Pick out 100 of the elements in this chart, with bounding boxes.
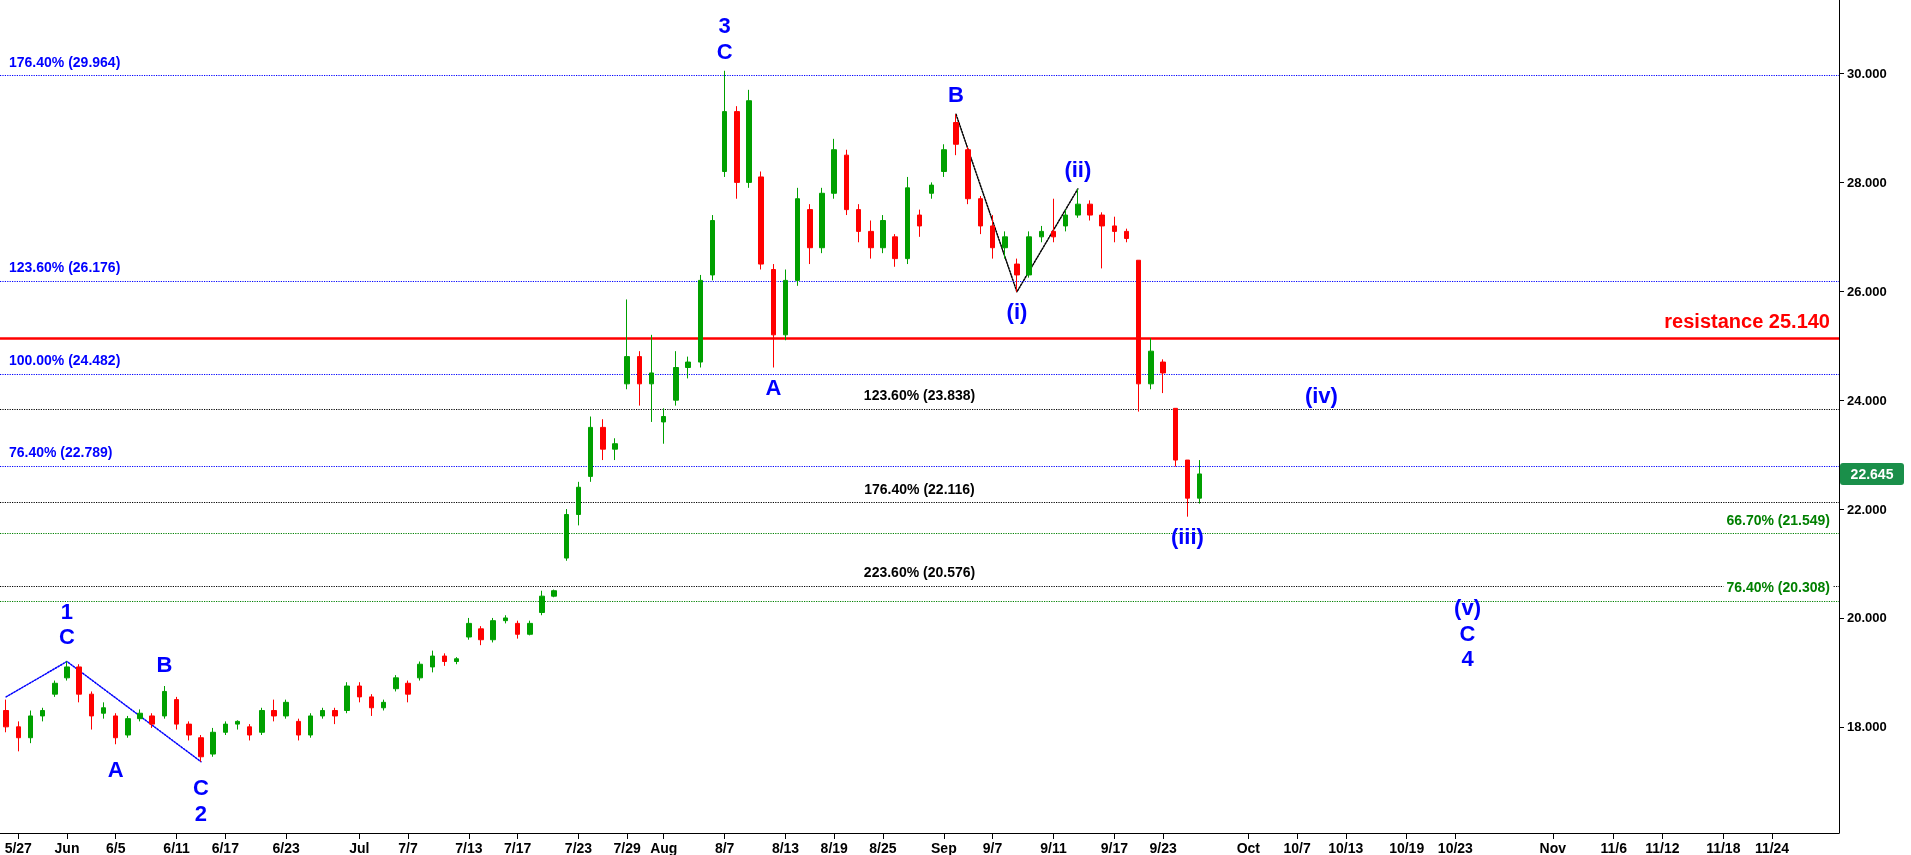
candlestick: [149, 712, 155, 729]
x-tick-label: 10/7: [1283, 840, 1311, 855]
candlestick: [235, 719, 240, 731]
candlestick: [113, 712, 118, 745]
candlestick: [1075, 188, 1081, 219]
candlestick: [430, 650, 435, 673]
x-tick-label: 9/23: [1149, 840, 1177, 855]
candlestick: [600, 418, 606, 461]
x-tick-label: 7/29: [613, 840, 642, 855]
candlestick: [880, 214, 886, 254]
candlestick: [1002, 230, 1008, 260]
candlestick: [417, 661, 423, 682]
candlestick: [612, 437, 618, 461]
candlestick: [40, 707, 45, 722]
annotation: (v): [1454, 594, 1481, 620]
candlestick: [490, 617, 496, 643]
annotation: 1: [60, 599, 74, 624]
x-tick-label: 11/12: [1645, 840, 1680, 855]
candlestick: [1173, 407, 1178, 468]
candlestick: [393, 674, 399, 692]
candlestick: [527, 620, 533, 636]
candlestick: [1026, 230, 1032, 279]
x-tick-label: 8/19: [820, 840, 849, 855]
annotation: 2: [194, 801, 208, 827]
annotation: C: [716, 39, 733, 65]
y-tick-label: 28.000: [1847, 174, 1887, 190]
x-tick-label: 8/13: [771, 840, 800, 855]
x-tick-label: Oct: [1236, 840, 1261, 855]
x-tick-label: 7/7: [398, 840, 418, 855]
candlestick: [783, 269, 788, 341]
annotation: 4: [1461, 645, 1475, 671]
candlestick: [710, 214, 715, 281]
candlestick: [1051, 198, 1056, 243]
candlestick: [917, 209, 922, 238]
x-tick-label: 6/11: [163, 840, 191, 855]
ref-line-label: 176.40% (22.116): [864, 480, 975, 497]
ref-line-label: 176.40% (29.964): [9, 53, 121, 70]
y-tick-label: 22.000: [1847, 501, 1887, 517]
candlestick: [137, 708, 143, 722]
annotation: (ii): [1064, 157, 1092, 183]
candlestick: [271, 699, 277, 722]
candlestick: [795, 187, 800, 287]
y-tick-label: 18.000: [1847, 719, 1887, 735]
candlestick: [454, 656, 459, 665]
annotation: 3: [718, 13, 731, 39]
candlestick: [758, 171, 764, 270]
annotation: B: [156, 651, 173, 677]
candlestick: [405, 680, 411, 703]
candlestick: [16, 720, 21, 752]
candlestick: [551, 589, 557, 598]
ref-line-label: 76.40% (22.789): [9, 444, 113, 461]
candlestick: [162, 685, 167, 720]
x-tick-label: 7/13: [455, 840, 483, 855]
y-tick-label: 26.000: [1847, 283, 1887, 299]
x-tick-label: 11/24: [1754, 840, 1790, 855]
annotation: (iii): [1170, 524, 1204, 550]
candlestick: [3, 699, 9, 733]
candlestick: [588, 416, 593, 483]
x-tick-label: 6/23: [272, 840, 301, 855]
x-tick-label: 10/23: [1437, 840, 1474, 855]
candlestick: [624, 298, 630, 390]
candlestick: [576, 481, 581, 526]
candlestick: [344, 681, 350, 714]
candlestick: [515, 620, 520, 640]
candlestick: [64, 661, 70, 682]
candlestick: [819, 187, 825, 254]
x-tick-label: Sep: [931, 840, 957, 855]
candlestick: [186, 720, 192, 741]
candlestick: [320, 707, 325, 720]
candlestick: [990, 214, 995, 260]
candlestick: [1087, 199, 1093, 221]
candlestick: [76, 663, 82, 703]
x-tick-label: 7/23: [564, 840, 593, 855]
candlestick: [259, 707, 265, 736]
annotation: C: [193, 775, 209, 801]
candlestick: [661, 407, 666, 445]
y-tick-label: 30.000: [1847, 66, 1887, 81]
candlestick: [844, 149, 849, 216]
candlestick: [1063, 209, 1068, 232]
candlestick: [503, 614, 508, 624]
x-tick-label: 11/18: [1706, 840, 1741, 855]
ref-line-label: 66.70% (21.549): [1726, 511, 1830, 528]
candlestick: [746, 89, 752, 189]
candlestick: [101, 701, 106, 720]
ref-line-label: 123.60% (26.176): [9, 259, 121, 276]
candlestick: [564, 508, 569, 562]
candlestick: [807, 203, 813, 265]
candlestick: [174, 696, 179, 731]
x-tick-label: 9/7: [982, 840, 1003, 855]
candlestick: [892, 233, 898, 268]
x-tick-label: 10/19: [1389, 840, 1425, 855]
annotation: C: [59, 624, 76, 649]
candlestick: [223, 720, 228, 736]
x-tick-label: Jun: [54, 840, 80, 855]
candlestick: [856, 203, 861, 243]
ref-line-label: 123.60% (23.838): [863, 386, 976, 403]
candlestick: [381, 699, 386, 711]
candlestick: [1099, 211, 1105, 269]
candlestick: [1014, 258, 1020, 293]
candlestick: [357, 681, 362, 703]
